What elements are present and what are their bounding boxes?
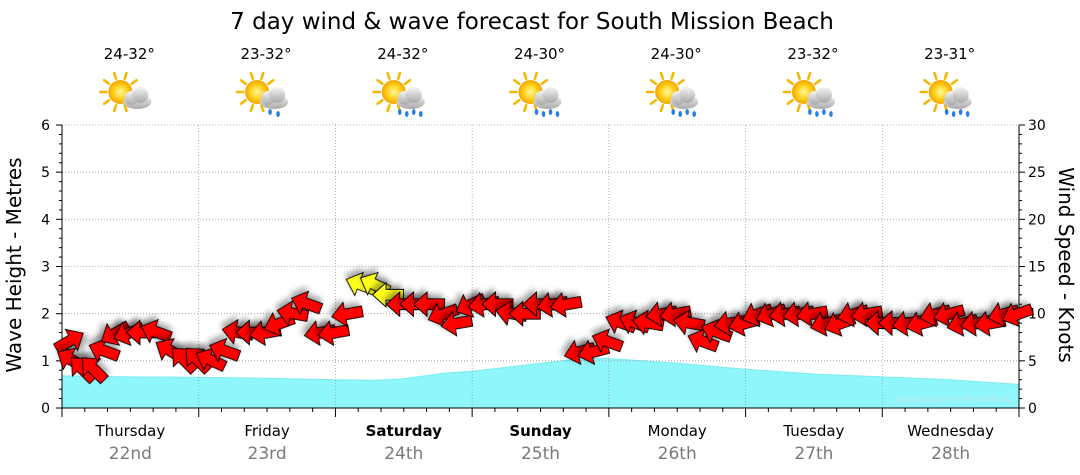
rain-icon xyxy=(645,71,699,117)
wind-arrow xyxy=(81,357,109,385)
day-name-label: Thursday xyxy=(94,422,165,440)
wind-arrow xyxy=(591,328,625,354)
day-name-label: Friday xyxy=(244,422,290,440)
right-axis-label: Wind Speed - Knots xyxy=(1054,167,1078,363)
left-tick-label: 1 xyxy=(41,354,50,370)
wind-arrow xyxy=(88,337,121,363)
left-tick-label: 0 xyxy=(41,401,50,417)
day-labels: Thursday 22nd Friday 23rd Saturday 24th Sunday… xyxy=(94,422,994,464)
wind-arrow xyxy=(850,301,884,328)
day-temperature: 24-32° xyxy=(377,45,428,63)
wind-arrow xyxy=(549,291,583,318)
wind-arrow xyxy=(932,301,966,328)
right-tick-label: 0 xyxy=(1028,401,1037,417)
rain-icon xyxy=(919,71,972,117)
left-tick-label: 4 xyxy=(41,212,50,228)
day-temperature: 24-32° xyxy=(104,45,155,63)
wind-arrow xyxy=(1001,302,1035,328)
wind-arrow xyxy=(440,310,474,337)
wind-arrow xyxy=(140,318,173,344)
day-date-label: 23rd xyxy=(248,444,287,464)
wave-height-area xyxy=(61,358,1020,409)
watermark: www.seabreeze.com.au xyxy=(895,394,1013,405)
right-tick-label: 30 xyxy=(1028,118,1046,134)
day-date-label: 24th xyxy=(384,444,423,464)
left-tick-label: 5 xyxy=(41,165,50,181)
wind-arrow xyxy=(795,301,829,328)
wind-arrow xyxy=(290,290,324,316)
partly-cloudy-icon xyxy=(99,71,152,113)
day-temperature: 23-32° xyxy=(241,45,292,63)
day-date-label: 27th xyxy=(794,444,833,464)
rain-icon xyxy=(372,71,425,117)
wind-arrow xyxy=(427,302,460,328)
day-date-label: 26th xyxy=(658,444,697,464)
weather-icons-layer: 24-32° 23-32° 24-32° 24-30° 24-30° 23-32° 23-3… xyxy=(99,45,975,117)
wind-arrow xyxy=(276,300,310,327)
day-name-label: Monday xyxy=(648,422,707,440)
left-tick-label: 2 xyxy=(41,307,50,323)
wave-area-layer xyxy=(61,358,1020,409)
right-tick-label: 5 xyxy=(1028,354,1037,370)
wind-arrow xyxy=(208,337,242,363)
left-axis-label: Wave Height - Metres xyxy=(2,157,26,372)
wind-arrow xyxy=(412,290,446,318)
day-date-label: 22nd xyxy=(109,444,152,464)
wind-arrow xyxy=(371,281,405,309)
day-name-label: Tuesday xyxy=(782,422,844,440)
day-temperature: 24-30° xyxy=(651,45,702,63)
right-tick-label: 15 xyxy=(1028,260,1046,276)
day-name-label: Sunday xyxy=(509,422,572,440)
left-tick-label: 6 xyxy=(41,118,50,134)
rain-icon xyxy=(782,71,835,117)
wind-arrow xyxy=(195,347,228,373)
day-temperature: 23-31° xyxy=(924,45,975,63)
wind-arrow xyxy=(672,309,706,336)
day-temperature: 23-32° xyxy=(787,45,838,63)
showers-icon xyxy=(235,71,289,117)
day-name-label: Wednesday xyxy=(907,422,994,440)
rain-icon xyxy=(509,71,562,117)
day-temperature: 24-30° xyxy=(514,45,565,63)
chart-title: 7 day wind & wave forecast for South Mis… xyxy=(230,9,834,35)
left-tick-label: 3 xyxy=(41,260,50,276)
day-date-label: 25th xyxy=(521,444,560,464)
wind-arrow xyxy=(687,328,720,354)
wind-arrow xyxy=(331,301,364,328)
wind-arrow xyxy=(701,318,734,344)
wind-arrows-layer xyxy=(52,271,1035,385)
day-name-label: Saturday xyxy=(366,422,443,440)
right-tick-label: 20 xyxy=(1028,212,1046,228)
right-tick-label: 25 xyxy=(1028,165,1046,181)
day-date-label: 28th xyxy=(931,444,970,464)
